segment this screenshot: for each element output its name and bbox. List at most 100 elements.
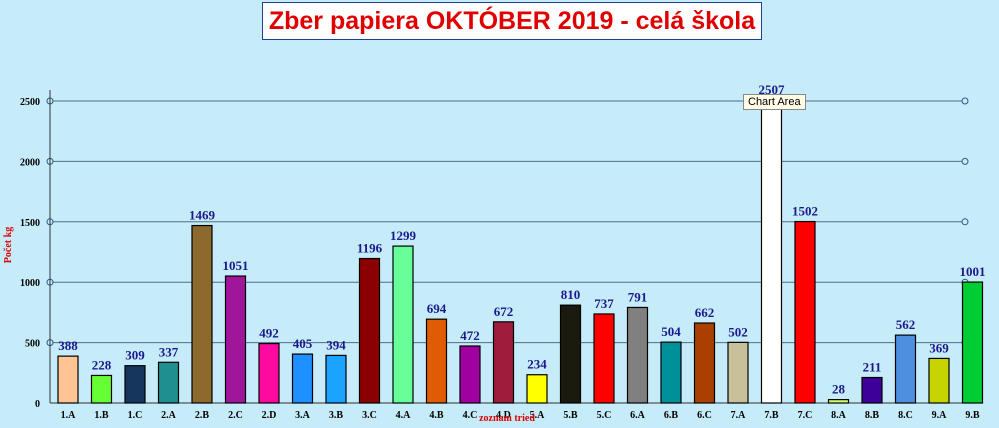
x-tick-label: 6.A: [630, 410, 646, 421]
x-tick-label: 8.A: [831, 410, 847, 421]
x-tick-label: 7.C: [798, 410, 813, 421]
gridline-handle[interactable]: [961, 218, 969, 226]
x-tick-label: 6.B: [664, 410, 679, 421]
x-tick-label: 4.D: [496, 410, 511, 421]
data-label: 234: [527, 357, 547, 372]
y-tick-label: 2000: [20, 157, 40, 168]
data-label: 388: [58, 338, 78, 353]
data-label: 28: [832, 382, 846, 397]
data-label: 504: [661, 324, 681, 339]
y-axis-label: Počet kg: [3, 227, 14, 263]
x-tick-label: 4.B: [429, 410, 444, 421]
x-tick-label: 8.C: [898, 410, 913, 421]
x-tick-label: 1.C: [128, 410, 143, 421]
bar[interactable]: [124, 365, 146, 404]
x-tick-label: 1.B: [94, 410, 109, 421]
bar[interactable]: [392, 245, 414, 404]
data-label: 1051: [223, 258, 249, 273]
data-label: 337: [159, 344, 179, 359]
data-label: 502: [728, 324, 748, 339]
bar[interactable]: [90, 374, 113, 404]
data-label: 1001: [960, 264, 986, 279]
x-tick-label: 5.A: [530, 410, 546, 421]
bar[interactable]: [191, 224, 213, 404]
data-label: 1469: [189, 208, 216, 223]
data-label: 2507: [759, 82, 786, 97]
x-tick-label: 3.A: [295, 410, 311, 421]
bar[interactable]: [693, 322, 716, 404]
x-tick-label: 6.C: [697, 410, 712, 421]
data-label: 492: [259, 326, 279, 341]
x-tick-label: 2.D: [262, 410, 277, 421]
bar[interactable]: [559, 304, 582, 404]
bar[interactable]: [459, 345, 481, 404]
data-label: 228: [92, 357, 112, 372]
bar[interactable]: [492, 321, 515, 404]
x-tick-label: 8.B: [865, 410, 880, 421]
x-tick-label: 2.A: [161, 410, 177, 421]
data-label: 1299: [390, 228, 417, 243]
x-tick-label: 2.B: [195, 410, 210, 421]
x-tick-label: 5.B: [563, 410, 578, 421]
data-label: 309: [125, 348, 145, 363]
x-tick-label: 1.A: [61, 410, 77, 421]
x-tick-label: 9.B: [965, 410, 980, 421]
data-label: 672: [494, 304, 514, 319]
data-label: 211: [863, 360, 882, 375]
x-axis-label: zoznam tried: [479, 413, 535, 423]
data-label: 405: [293, 336, 313, 351]
bar[interactable]: [157, 361, 180, 404]
data-label: 810: [561, 287, 581, 302]
y-tick-label: 500: [25, 339, 40, 350]
bar[interactable]: [794, 220, 816, 404]
bar[interactable]: [660, 341, 682, 404]
data-label: 472: [460, 328, 480, 343]
bar[interactable]: [626, 306, 649, 404]
gridline-handle[interactable]: [961, 97, 969, 105]
data-label: 394: [326, 337, 346, 352]
chart-title-box: Zber papiera OKTÓBER 2019 - celá škola: [262, 2, 762, 40]
bar[interactable]: [727, 341, 749, 404]
chart-area-tooltip: Chart Area: [743, 94, 806, 110]
y-tick-label: 1500: [20, 218, 40, 229]
bar[interactable]: [325, 354, 347, 404]
x-tick-label: 5.C: [597, 410, 612, 421]
x-tick-label: 3.B: [329, 410, 344, 421]
data-label: 1196: [357, 241, 383, 256]
data-label: 562: [896, 317, 916, 332]
x-tick-label: 3.C: [362, 410, 377, 421]
bar[interactable]: [258, 342, 280, 404]
gridline-handle[interactable]: [961, 157, 969, 165]
y-tick-label: 0: [35, 399, 40, 410]
bar[interactable]: [425, 318, 448, 404]
bar[interactable]: [961, 281, 984, 404]
bar[interactable]: [894, 334, 917, 404]
bar[interactable]: [593, 313, 615, 404]
x-tick-label: 7.B: [764, 410, 779, 421]
data-label: 694: [427, 301, 447, 316]
bar[interactable]: [861, 376, 883, 404]
y-tick-label: 2500: [20, 97, 40, 108]
bar[interactable]: [358, 257, 381, 404]
bar[interactable]: [928, 357, 950, 404]
data-label: 791: [628, 289, 648, 304]
bar[interactable]: [291, 353, 314, 404]
x-tick-label: 4.C: [463, 410, 478, 421]
data-label: 737: [594, 296, 614, 311]
bar[interactable]: [526, 374, 548, 404]
x-tick-label: 2.C: [228, 410, 243, 421]
x-tick-label: 4.A: [396, 410, 412, 421]
data-label: 1502: [792, 204, 818, 219]
data-label: 662: [695, 305, 715, 320]
y-tick-label: 1000: [20, 278, 40, 289]
bar[interactable]: [224, 275, 247, 404]
data-label: 369: [929, 340, 949, 355]
x-tick-label: 9.A: [932, 410, 948, 421]
x-tick-label: 7.A: [731, 410, 747, 421]
bar[interactable]: [57, 355, 79, 404]
bar[interactable]: [827, 399, 850, 404]
chart-title: Zber papiera OKTÓBER 2019 - celá škola: [268, 6, 756, 35]
bar[interactable]: [760, 99, 783, 404]
